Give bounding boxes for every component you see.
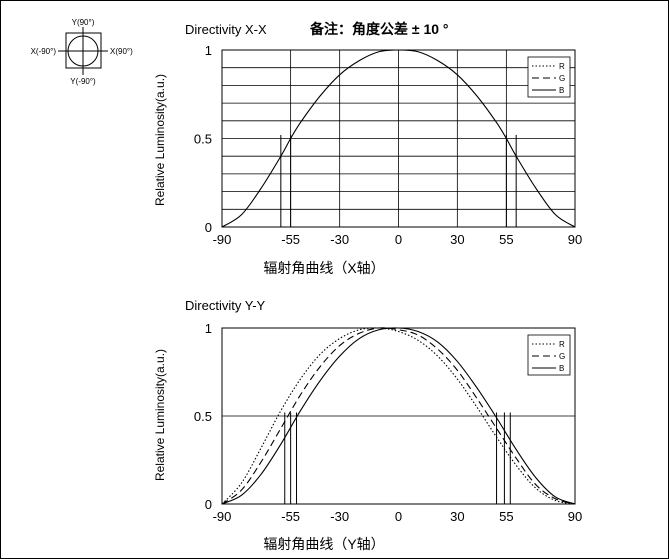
chart1-ylabel: Relative Luminosity(a.u.) bbox=[153, 74, 167, 206]
x-tick-label: -90 bbox=[213, 232, 232, 247]
x-tick-label: 30 bbox=[450, 509, 464, 524]
x-tick-label: 55 bbox=[499, 232, 513, 247]
chart1-title: Directivity X-X bbox=[185, 22, 267, 37]
x-tick-label: -90 bbox=[213, 509, 232, 524]
series-line-b bbox=[221, 49, 576, 228]
y-tick-label: 0 bbox=[205, 220, 212, 235]
x-tick-label: 55 bbox=[499, 509, 513, 524]
chart2-xlabel: 辐射角曲线（Y轴） bbox=[263, 536, 384, 552]
diagram-label-bottom: Y(-90°) bbox=[70, 77, 96, 86]
legend-label-r: R bbox=[559, 62, 565, 71]
legend-label-g: G bbox=[559, 352, 565, 361]
x-tick-label: 0 bbox=[395, 232, 402, 247]
diagram-label-top: Y(90°) bbox=[72, 18, 95, 27]
x-tick-label: 90 bbox=[568, 232, 582, 247]
x-tick-label: -30 bbox=[330, 232, 349, 247]
legend-label-b: B bbox=[559, 86, 564, 95]
diagram-label-left: X(-90°) bbox=[31, 47, 57, 56]
chart1-xlabel: 辐射角曲线（X轴） bbox=[263, 260, 384, 276]
series-line-b bbox=[221, 327, 576, 505]
chart-directivity-x: -90 -55 -30 0 30 55 90 0 0.5 1 RGB bbox=[194, 43, 582, 247]
legend-label-b: B bbox=[559, 364, 564, 373]
y-tick-label: 0.5 bbox=[194, 132, 212, 147]
diagram-label-right: X(90°) bbox=[110, 47, 133, 56]
chart2-ylabel: Relative Luminosity(a.u.) bbox=[153, 349, 167, 481]
tolerance-note: 备注：角度公差 ± 10 ° bbox=[309, 21, 449, 37]
y-tick-label: 1 bbox=[205, 43, 212, 58]
chart-directivity-y: -90 -55 -30 0 30 55 90 0 0.5 1 RGB bbox=[194, 321, 582, 524]
x-tick-label: 90 bbox=[568, 509, 582, 524]
legend-label-g: G bbox=[559, 74, 565, 83]
legend-label-r: R bbox=[559, 340, 565, 349]
x-tick-label: 30 bbox=[450, 232, 464, 247]
y-tick-label: 1 bbox=[205, 321, 212, 336]
chart2-title: Directivity Y-Y bbox=[185, 298, 266, 313]
orientation-diagram: Y(90°) Y(-90°) X(-90°) X(90°) bbox=[31, 18, 134, 86]
x-tick-label: 0 bbox=[395, 509, 402, 524]
x-tick-label: -55 bbox=[281, 232, 300, 247]
y-tick-label: 0.5 bbox=[194, 409, 212, 424]
x-tick-label: -55 bbox=[281, 509, 300, 524]
x-tick-label: -30 bbox=[330, 509, 349, 524]
y-tick-label: 0 bbox=[205, 497, 212, 512]
series-line-r bbox=[221, 327, 576, 505]
series-line-g bbox=[221, 327, 576, 505]
